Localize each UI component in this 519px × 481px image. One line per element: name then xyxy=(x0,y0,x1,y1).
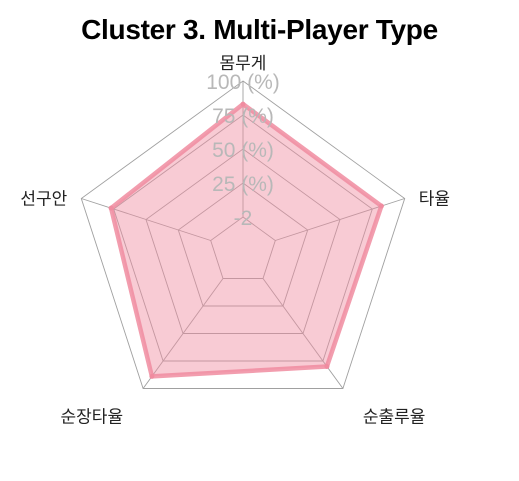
tick-label: 100 (%) xyxy=(206,71,280,94)
series-point xyxy=(240,101,246,107)
axis-label: 선구안 xyxy=(20,190,67,210)
grid-ring xyxy=(113,114,373,362)
grid-spoke xyxy=(262,278,344,389)
chart-title: Cluster 3. Multi-Player Type xyxy=(81,14,438,45)
tick-label: 75 (%) xyxy=(212,105,274,128)
grid-ring xyxy=(177,182,309,307)
grid-ring xyxy=(210,216,276,279)
grid-spoke xyxy=(81,198,211,241)
axis-label: 순출루율 xyxy=(363,408,426,428)
series-point xyxy=(108,205,114,211)
tick-label: -2 xyxy=(234,207,253,230)
grid-ring xyxy=(145,148,341,334)
series-point xyxy=(149,373,155,379)
series-point xyxy=(378,203,384,209)
radar-grid xyxy=(80,80,406,389)
radial-tick-labels: -2 25 (%) 50 (%) 75 (%) 100 (%) xyxy=(206,71,280,230)
radar-series xyxy=(108,101,384,379)
axis-label: 순장타율 xyxy=(61,408,124,428)
grid-ring xyxy=(80,80,406,389)
tick-label: 25 (%) xyxy=(212,173,274,196)
series-point xyxy=(324,364,330,369)
axis-label: 타율 xyxy=(419,190,450,210)
grid-spoke xyxy=(142,278,224,389)
axis-label: 몸무게 xyxy=(220,54,267,74)
tick-label: 50 (%) xyxy=(212,139,274,162)
series-polygon xyxy=(108,101,384,379)
